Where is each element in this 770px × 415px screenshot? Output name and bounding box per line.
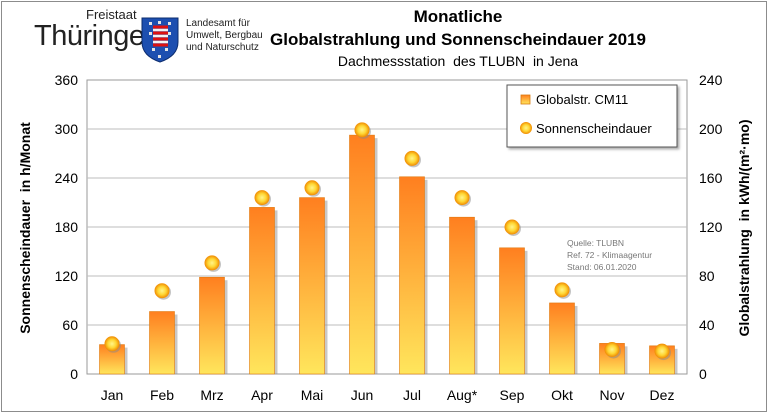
legend: Globalstr. CM11 Sonnenscheindauer bbox=[506, 84, 678, 148]
bar-globalstrahlung bbox=[449, 216, 475, 375]
bars bbox=[99, 134, 678, 375]
bar-globalstrahlung bbox=[549, 302, 575, 375]
y-tick-left: 360 bbox=[55, 72, 79, 88]
x-tick-label: Jul bbox=[403, 387, 421, 403]
x-tick-label: Jan bbox=[101, 387, 124, 403]
bar-globalstrahlung bbox=[199, 276, 225, 375]
marker-sonnenscheindauer bbox=[654, 343, 670, 359]
left-axis-ticks: 0 60 120 180 240 300 360 bbox=[55, 72, 79, 382]
bar-globalstrahlung bbox=[499, 247, 525, 375]
marker-sonnenscheindauer bbox=[454, 190, 470, 206]
y-tick-right: 40 bbox=[699, 317, 715, 333]
x-tick-label: Feb bbox=[150, 387, 174, 403]
coat-of-arms-icon bbox=[141, 17, 179, 63]
bar-globalstrahlung bbox=[399, 176, 425, 375]
marker-sonnenscheindauer bbox=[554, 282, 570, 298]
marker-sonnenscheindauer bbox=[504, 219, 520, 235]
x-axis-ticks: Jan Feb Mrz Apr Mai Jun Jul Aug* Sep Okt Nov Dez bbox=[101, 387, 675, 403]
chart-title: Monatliche bbox=[414, 7, 503, 26]
legend-label-marker: Sonnenscheindauer bbox=[536, 121, 652, 136]
x-tick-label: Mai bbox=[301, 387, 324, 403]
source-note-line-1: Quelle: TLUBN bbox=[567, 238, 624, 248]
legend-swatch-marker bbox=[520, 122, 532, 134]
logo-state-label: Freistaat bbox=[86, 7, 137, 22]
marker-sonnenscheindauer bbox=[404, 150, 420, 166]
y-tick-left: 300 bbox=[55, 121, 79, 137]
y-tick-right: 200 bbox=[699, 121, 723, 137]
x-tick-label: Jun bbox=[351, 387, 374, 403]
right-axis-ticks: 0 40 80 120 160 200 240 bbox=[699, 72, 723, 382]
y-tick-right: 160 bbox=[699, 170, 723, 186]
y-tick-right: 80 bbox=[699, 268, 715, 284]
chart-title-line2: Globalstrahlung und Sonnenscheindauer 20… bbox=[270, 30, 646, 49]
y-tick-left: 0 bbox=[70, 366, 78, 382]
marker-sonnenscheindauer bbox=[604, 342, 620, 357]
x-tick-label: Dez bbox=[650, 387, 675, 403]
y-tick-left: 180 bbox=[55, 219, 79, 235]
marker-sonnenscheindauer bbox=[304, 180, 320, 196]
x-tick-label: Sep bbox=[500, 387, 525, 403]
x-tick-label: Nov bbox=[600, 387, 625, 403]
bar-globalstrahlung bbox=[299, 197, 325, 375]
marker-sonnenscheindauer bbox=[154, 283, 170, 299]
agency-line-2: Umwelt, Bergbau bbox=[186, 30, 263, 41]
marker-sonnenscheindauer bbox=[254, 190, 270, 206]
chart-subtitle: Dachmessstation des TLUBN in Jena bbox=[338, 53, 578, 69]
bar-globalstrahlung bbox=[249, 207, 275, 375]
source-note: Quelle: TLUBN Ref. 72 - Klimaagentur Sta… bbox=[567, 238, 652, 272]
y-tick-right: 120 bbox=[699, 219, 723, 235]
agency-line-1: Landesamt für bbox=[186, 18, 251, 29]
marker-sonnenscheindauer bbox=[354, 122, 370, 138]
x-tick-label: Apr bbox=[251, 387, 273, 403]
logo-state-name: Thüringen bbox=[34, 20, 161, 52]
y-tick-left: 240 bbox=[55, 170, 79, 186]
y-tick-left: 120 bbox=[55, 268, 79, 284]
y-tick-right: 240 bbox=[699, 72, 723, 88]
source-note-line-3: Stand: 06.01.2020 bbox=[567, 262, 637, 272]
marker-sonnenscheindauer bbox=[104, 336, 120, 352]
y-axis-right-title: Globalstrahlung in kWh/(m²·mo) bbox=[736, 120, 752, 337]
y-tick-right: 0 bbox=[699, 366, 707, 382]
x-tick-label: Aug* bbox=[447, 387, 478, 403]
bar-globalstrahlung bbox=[149, 311, 175, 375]
legend-swatch-bar bbox=[520, 94, 531, 105]
source-note-line-2: Ref. 72 - Klimaagentur bbox=[567, 250, 652, 260]
x-tick-label: Mrz bbox=[200, 387, 223, 403]
x-tick-label: Okt bbox=[551, 387, 573, 403]
marker-sonnenscheindauer bbox=[204, 255, 220, 271]
agency-line-3: und Naturschutz bbox=[186, 42, 259, 53]
y-tick-left: 60 bbox=[62, 317, 78, 333]
y-axis-left-title: Sonnenscheindauer in h/Monat bbox=[17, 122, 33, 334]
bar-globalstrahlung bbox=[349, 134, 375, 375]
legend-label-bar: Globalstr. CM11 bbox=[536, 92, 628, 107]
markers bbox=[104, 122, 671, 361]
